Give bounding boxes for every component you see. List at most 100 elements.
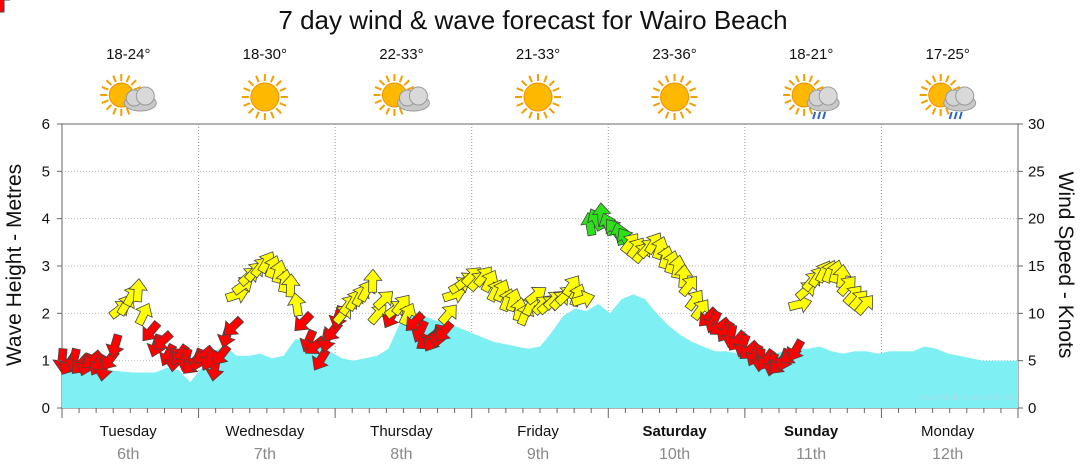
day-temperature: 17-25° [926, 46, 970, 63]
sun-ray [374, 86, 382, 91]
right-tick-label: 25 [1028, 163, 1045, 180]
rain-drop [948, 111, 953, 120]
day-name: Sunday [784, 423, 839, 440]
sun-ray [788, 79, 795, 86]
day-date: 6th [117, 446, 139, 463]
sun-ray [788, 104, 795, 111]
wind-arrows [0, 0, 874, 382]
sun-ray [398, 107, 404, 115]
sun-ray [130, 79, 137, 86]
right-tick-label: 5 [1028, 353, 1036, 370]
sun-ray [808, 75, 814, 83]
sun-ray [398, 75, 404, 83]
sun-ray [516, 102, 524, 107]
watermark: www.seabreeze.com.au [918, 392, 1015, 402]
sun-ray [925, 104, 932, 111]
sun-disc [250, 82, 280, 112]
sun-ray [385, 107, 390, 115]
day-date: 7th [254, 446, 276, 463]
left-tick-label: 1 [42, 353, 50, 370]
left-axis-title: Wave Height - Metres [3, 164, 26, 366]
sun-ray [688, 102, 697, 107]
wind-arrow [362, 268, 383, 293]
sun-ray [543, 111, 548, 119]
left-tick-label: 6 [42, 116, 50, 133]
sun-ray [255, 75, 260, 83]
sun-ray [279, 87, 287, 92]
sun-ray [275, 80, 282, 87]
sun-ray [101, 99, 109, 104]
day-date: 8th [390, 446, 412, 463]
sun-ray [378, 104, 386, 111]
sun-ray [679, 75, 685, 83]
sun-ray [784, 99, 792, 104]
sun-ray [925, 79, 932, 86]
sun-ray [679, 111, 685, 119]
sun-ray [243, 102, 251, 107]
sun-ray [652, 87, 661, 92]
sun-ray [664, 75, 670, 83]
wind-arrow [294, 310, 315, 332]
sun-ray [270, 75, 275, 83]
day-temperature: 18-24° [106, 46, 150, 63]
left-tick-label: 0 [42, 400, 50, 417]
wind-arrow [105, 333, 125, 358]
sun-ray [652, 102, 661, 107]
day-name: Tuesday [100, 423, 157, 440]
sun-ray [685, 107, 692, 114]
wind-arrow [128, 278, 148, 303]
sun-ray [275, 107, 282, 114]
wind-arrow [854, 295, 874, 317]
cloud-puff [408, 86, 428, 106]
day-date: 9th [527, 446, 549, 463]
sun-ray [795, 75, 800, 83]
sun-ray [101, 86, 109, 91]
sun-ray [945, 75, 950, 83]
right-axis-ticks: 0 5 10 15 20 25 30 [1018, 116, 1045, 417]
left-tick-label: 5 [42, 163, 50, 180]
right-axis-title: Wind Speed - Knots [1054, 172, 1077, 359]
sun-ray [816, 86, 824, 91]
partly-cloudy-icon [100, 74, 157, 116]
sun-ray [543, 75, 548, 83]
sun-ray [255, 111, 260, 119]
right-tick-label: 0 [1028, 400, 1036, 417]
sun-ray [247, 107, 255, 114]
sun-ray [552, 87, 560, 92]
wind-arrow [280, 273, 301, 298]
showers-icon [783, 74, 840, 120]
sun-ray [112, 107, 117, 115]
sun-ray [664, 111, 670, 119]
day-date: 10th [659, 446, 690, 463]
day-name: Thursday [370, 423, 433, 440]
day-labels-row: Tuesday 6th Wednesday 7th Thursday 8th Friday 9… [100, 423, 975, 463]
sun-ray [279, 102, 287, 107]
day-date: 11th [796, 446, 826, 463]
wind-arrow [786, 338, 806, 362]
cloud-puff [955, 86, 975, 106]
rain-drop [812, 111, 817, 120]
sun-ray [133, 86, 142, 91]
left-axis-ticks: 0 1 2 3 4 5 6 [42, 116, 62, 417]
sun-ray [813, 79, 820, 86]
showers-icon [919, 74, 977, 120]
sun-ray [521, 80, 528, 87]
sun-ray [688, 87, 697, 92]
wind-arrow [435, 319, 455, 342]
partly-cloudy-icon [373, 74, 430, 116]
left-tick-label: 4 [42, 211, 50, 228]
chart-title: 7 day wind & wave forecast for Wairo Bea… [278, 5, 787, 35]
sun-ray [528, 75, 533, 83]
plot-area [0, 0, 1019, 418]
sun-ray [403, 79, 410, 86]
wind-arrow [212, 343, 232, 366]
right-tick-label: 20 [1028, 211, 1045, 228]
sun-ray [808, 107, 814, 115]
day-temperature: 18-21° [789, 46, 833, 63]
wind-arrow [286, 292, 307, 317]
sun-ray [931, 75, 937, 83]
wind-arrow [591, 202, 612, 227]
rain-drop [953, 111, 958, 120]
sun-disc [523, 82, 553, 112]
